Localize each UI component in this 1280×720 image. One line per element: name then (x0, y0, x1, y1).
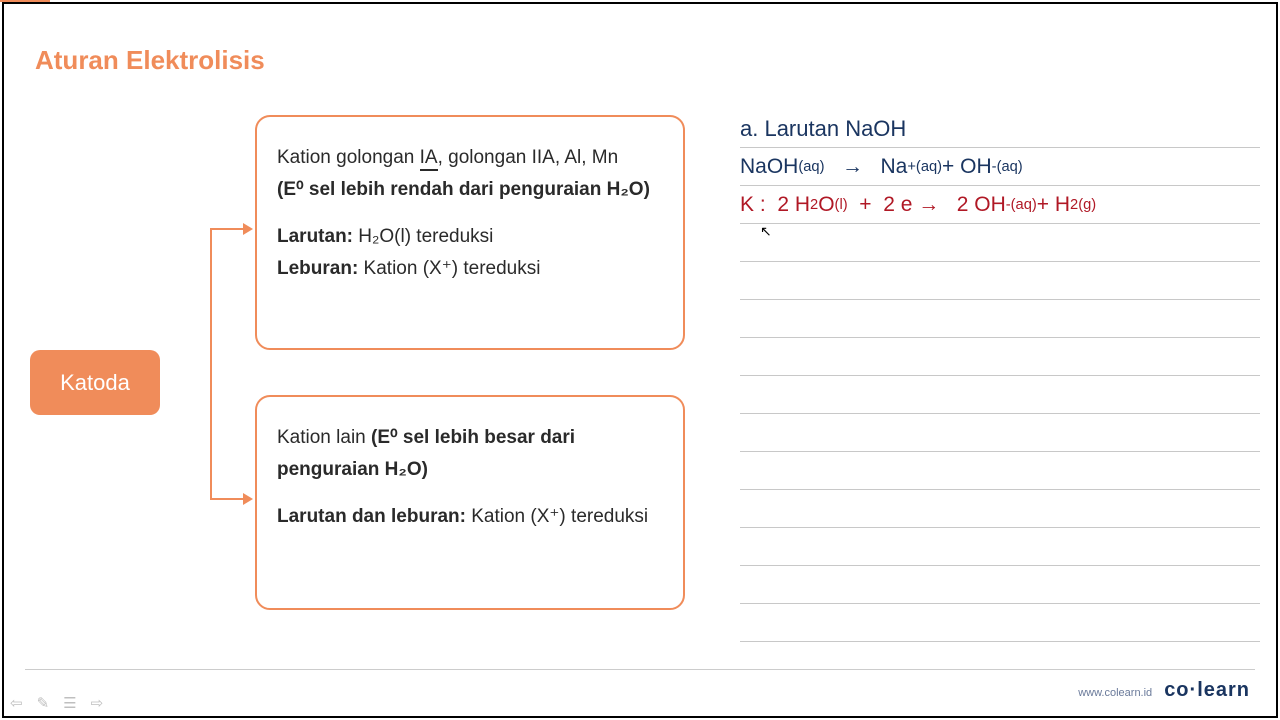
prev-icon[interactable]: ⇦ (10, 694, 23, 712)
menu-icon[interactable]: ☰ (63, 694, 76, 712)
note-line-a: a. Larutan NaOH (740, 110, 1260, 148)
rule-box-2: Kation lain (E⁰ sel lebih besar dari pen… (255, 395, 685, 610)
arrow-bottom-icon (243, 493, 253, 505)
page-title: Aturan Elektrolisis (35, 45, 265, 76)
connector-top (210, 228, 245, 230)
divider (25, 669, 1255, 670)
toolbar: ⇦ ✎ ☰ ⇨ (10, 694, 103, 712)
footer-url: www.colearn.id (1078, 687, 1152, 699)
katoda-label: Katoda (60, 370, 130, 396)
note-empty (740, 338, 1260, 376)
note-empty (740, 224, 1260, 262)
notes-panel: a. Larutan NaOH NaOH(aq) → Na+(aq) + OH-… (740, 110, 1260, 642)
rule1-line1: Kation golongan IA, golongan IIA, Al, Mn (277, 142, 663, 174)
connector-bottom (210, 498, 245, 500)
rule1-line3: Larutan: H₂O(l) tereduksi (277, 221, 663, 253)
rule2-line1: Kation lain (E⁰ sel lebih besar dari pen… (277, 422, 663, 487)
note-empty (740, 452, 1260, 490)
note-empty (740, 376, 1260, 414)
note-empty (740, 490, 1260, 528)
pen-icon[interactable]: ✎ (37, 694, 50, 712)
rule1-line2: (E⁰ sel lebih rendah dari penguraian H₂O… (277, 174, 663, 206)
connector-vertical (210, 230, 212, 500)
cursor-icon: ↖ (760, 223, 772, 240)
footer-logo: co·learn (1164, 679, 1250, 702)
note-empty (740, 604, 1260, 642)
note-empty (740, 262, 1260, 300)
next-icon[interactable]: ⇨ (91, 694, 104, 712)
note-empty (740, 566, 1260, 604)
rule-box-1: Kation golongan IA, golongan IIA, Al, Mn… (255, 115, 685, 350)
rule1-line4: Leburan: Kation (X⁺) tereduksi (277, 253, 663, 285)
rule2-line2: Larutan dan leburan: Kation (X⁺) tereduk… (277, 501, 663, 533)
note-line-c: K : 2 H2O(l) + 2 e → 2 OH- (aq) + H2 (g) (740, 186, 1260, 224)
katoda-node: Katoda (30, 350, 160, 415)
note-empty (740, 528, 1260, 566)
note-empty (740, 414, 1260, 452)
arrow-top-icon (243, 223, 253, 235)
note-line-b: NaOH(aq) → Na+(aq) + OH-(aq) (740, 148, 1260, 186)
note-empty (740, 300, 1260, 338)
footer: www.colearn.id co·learn (1078, 679, 1250, 702)
